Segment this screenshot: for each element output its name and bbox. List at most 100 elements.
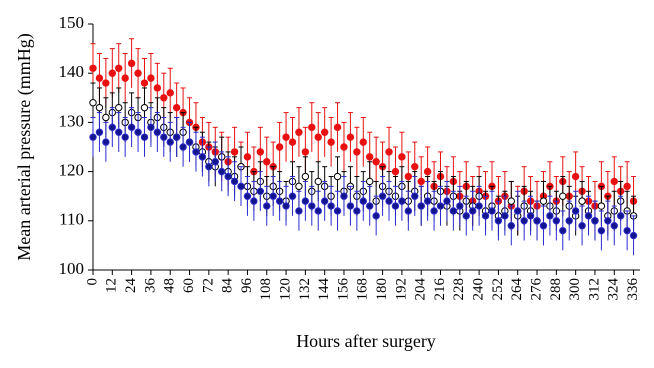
data-point: [366, 177, 374, 186]
y-tick-label: 110: [59, 210, 84, 229]
x-tick-label: 336: [625, 278, 641, 301]
data-point: [134, 69, 142, 77]
data-point: [288, 192, 297, 200]
x-tick-label: 48: [162, 278, 178, 293]
x-tick-label: 252: [490, 278, 506, 301]
data-point: [301, 148, 310, 156]
data-point: [102, 138, 110, 146]
data-point: [559, 226, 567, 235]
data-point: [115, 128, 123, 136]
x-tick-label: 300: [567, 278, 583, 301]
data-point: [565, 217, 573, 225]
data-point: [275, 197, 284, 205]
x-tick-label: 12: [104, 278, 120, 293]
data-point: [102, 113, 110, 122]
data-point: [417, 202, 425, 210]
data-point: [539, 222, 548, 230]
data-point: [115, 64, 123, 72]
data-point: [353, 207, 361, 215]
data-point: [108, 69, 117, 77]
data-point: [385, 148, 393, 156]
data-point: [250, 197, 258, 205]
data-point: [301, 197, 310, 205]
data-point: [443, 197, 451, 205]
data-point: [89, 64, 97, 72]
data-point: [140, 133, 149, 141]
data-point: [520, 217, 528, 225]
x-tick-label: 60: [181, 278, 197, 293]
data-point: [346, 202, 355, 210]
data-point: [610, 222, 618, 230]
data-point: [108, 123, 117, 132]
data-point: [398, 153, 406, 161]
data-point: [134, 128, 142, 136]
data-point: [263, 202, 271, 210]
x-tick-label: 144: [316, 278, 332, 301]
data-point: [256, 148, 265, 156]
data-point: [488, 207, 496, 215]
x-tick-label: 96: [239, 278, 255, 294]
data-point: [89, 99, 97, 107]
data-point: [333, 172, 342, 181]
x-tick-label: 204: [413, 278, 429, 301]
data-point: [578, 197, 586, 205]
data-point: [411, 162, 419, 171]
data-point: [179, 143, 187, 151]
data-point: [629, 231, 638, 240]
data-point: [468, 207, 477, 215]
data-point: [308, 123, 316, 132]
data-point: [218, 167, 226, 176]
data-point: [604, 217, 612, 225]
data-point: [205, 162, 213, 171]
data-point: [308, 202, 316, 210]
data-point: [449, 207, 458, 215]
data-point: [320, 197, 329, 205]
data-point: [147, 123, 155, 132]
data-point: [153, 84, 162, 92]
data-point: [391, 167, 400, 176]
data-point: [243, 192, 252, 200]
data-point: [430, 207, 438, 215]
y-tick-label: 150: [59, 13, 85, 32]
data-point: [140, 103, 149, 112]
data-point: [140, 79, 149, 87]
y-tick-label: 120: [59, 161, 85, 180]
data-point: [391, 202, 400, 210]
y-tick-label: 130: [59, 111, 85, 130]
data-point: [256, 187, 265, 195]
x-tick-label: 288: [548, 278, 564, 301]
data-point: [501, 212, 509, 220]
data-point: [95, 74, 104, 82]
data-point: [314, 207, 322, 215]
data-point: [507, 197, 515, 205]
data-point: [166, 89, 174, 97]
data-point: [172, 103, 181, 112]
data-point: [275, 143, 284, 151]
x-tick-label: 192: [393, 278, 409, 301]
data-point: [423, 197, 432, 205]
data-point: [333, 207, 342, 215]
data-point: [514, 207, 522, 215]
data-point: [230, 148, 239, 156]
data-point: [475, 202, 483, 210]
data-point: [417, 177, 425, 186]
data-point: [295, 128, 303, 136]
data-point: [160, 133, 168, 141]
data-point: [295, 182, 303, 191]
data-point: [494, 217, 503, 225]
x-tick-label: 240: [471, 278, 487, 301]
data-point: [372, 212, 380, 220]
data-point: [526, 212, 535, 220]
data-point: [423, 167, 432, 176]
data-point: [198, 153, 207, 161]
data-point: [121, 133, 129, 141]
data-point: [153, 128, 162, 136]
data-point: [89, 133, 97, 141]
data-point: [597, 226, 606, 235]
data-point: [385, 197, 393, 205]
data-point: [269, 192, 277, 200]
data-point: [127, 123, 136, 132]
data-point: [185, 138, 194, 146]
data-point: [456, 202, 464, 210]
data-point: [121, 74, 129, 82]
